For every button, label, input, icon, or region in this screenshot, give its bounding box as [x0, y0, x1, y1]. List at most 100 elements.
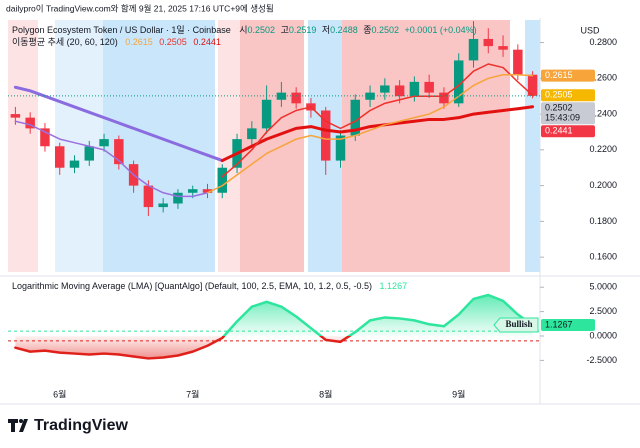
line	[14, 120, 209, 198]
candle-body	[187, 189, 198, 193]
ohlc-label: 종	[363, 25, 371, 35]
price-box-label: 0.2615	[545, 70, 573, 80]
price-legend: Polygon Ecosystem Token / US Dollar · 1일…	[12, 25, 477, 35]
candle-body	[143, 185, 154, 208]
candle-body	[453, 60, 464, 104]
candle-body	[468, 38, 479, 61]
price-box	[541, 125, 595, 138]
indicator-title: Logarithmic Moving Average (LMA) [QuantA…	[12, 281, 372, 291]
candle-body	[114, 139, 124, 165]
price-box-label: 0.2505	[545, 90, 573, 100]
y-tick-label: 0.0000	[589, 330, 617, 340]
band	[342, 20, 510, 272]
candle-body	[99, 139, 109, 147]
logo: TradingView	[8, 417, 129, 434]
area	[15, 295, 533, 359]
ohlc-label: 고	[281, 25, 289, 35]
x-tick-label: 9월	[452, 388, 465, 399]
y-tick-label: -2.5000	[586, 355, 617, 365]
candle-body	[350, 99, 361, 136]
ohlc-change: +0.0001 (+0.04%)	[405, 25, 477, 35]
last-value-box	[541, 319, 595, 332]
y-tick-label: 0.1600	[589, 252, 617, 262]
price-box	[541, 102, 595, 125]
logo-icon	[19, 419, 23, 423]
y-tick-label: 0.2800	[589, 37, 617, 47]
line	[13, 85, 224, 163]
candle-body	[261, 99, 272, 129]
candle-body	[217, 167, 228, 193]
symbol-title: Polygon Ecosystem Token / US Dollar · 1일…	[12, 25, 231, 35]
candle-body	[527, 74, 538, 96]
band	[218, 20, 240, 272]
countdown: 15:43:09	[545, 113, 580, 123]
x-tick-label: 6월	[53, 388, 66, 399]
candle-body	[498, 46, 508, 50]
ma-legend-value: 0.2441	[193, 37, 221, 47]
line	[221, 63, 534, 178]
candle-body	[513, 49, 523, 75]
last-value-label: 1.1267	[545, 319, 573, 329]
candle-body	[291, 92, 301, 104]
candle-body	[424, 81, 434, 93]
line	[14, 293, 534, 360]
candle-body	[10, 114, 21, 118]
candle-body	[84, 146, 95, 161]
candle-body	[483, 38, 494, 47]
y-tick-label: 0.2000	[589, 180, 617, 190]
indicator-value: 1.1267	[380, 281, 408, 291]
x-tick-label: 7월	[186, 388, 199, 399]
band	[525, 20, 540, 272]
y-tick-label: 2.5000	[589, 306, 617, 316]
price-box	[541, 89, 595, 102]
candle-body	[69, 160, 80, 168]
ohlc-value: 0.2519	[289, 25, 317, 35]
candle-body	[409, 81, 420, 97]
signal-label: Bullish	[505, 319, 532, 329]
band	[55, 20, 103, 272]
ma-legend-value: 0.2615	[125, 37, 153, 47]
ohlc-value: 0.2502	[372, 25, 400, 35]
candle-body	[439, 92, 449, 104]
ohlc-value: 0.2488	[330, 25, 358, 35]
line	[206, 73, 534, 194]
ma-legend: 이동평균 추세 (20, 60, 120) 0.2615 0.2505 0.24…	[12, 37, 221, 47]
price-box-label: 0.2502	[545, 103, 573, 113]
candle-body	[380, 85, 390, 93]
candle-body	[394, 85, 405, 97]
candle-body	[365, 92, 375, 100]
ma-legend-value: 0.2505	[159, 37, 187, 47]
y-tick-label: 5.0000	[589, 282, 617, 292]
candle-body	[320, 110, 331, 161]
price-box	[541, 69, 595, 82]
candle-body	[247, 128, 257, 140]
y-tick-label: 0.2400	[589, 108, 617, 118]
indicator-legend: Logarithmic Moving Average (LMA) [QuantA…	[12, 281, 407, 291]
ma-legend-title: 이동평균 추세 (20, 60, 120)	[12, 37, 118, 47]
candle-body	[25, 117, 35, 129]
credit: dailypro이 TradingView.com와 함께 9월 21, 202…	[6, 3, 274, 13]
candle-body	[40, 128, 50, 147]
y-tick-label: 0.1800	[589, 216, 617, 226]
candle-body	[202, 189, 213, 193]
y-tick-label: 0.2600	[589, 73, 617, 83]
price-box-label: 0.2441	[545, 126, 573, 136]
logo-text: TradingView	[34, 417, 129, 434]
ohlc-label: 저	[322, 25, 330, 35]
candle-body	[173, 192, 183, 204]
candle-body	[54, 146, 65, 168]
line	[220, 105, 535, 163]
y-tick-label: 0.2200	[589, 144, 617, 154]
trend-bands	[8, 20, 540, 272]
candle-body	[335, 135, 346, 161]
candle-body	[158, 203, 168, 208]
logo-icon	[8, 419, 28, 432]
x-tick-label: 8월	[319, 388, 332, 399]
currency: USD	[580, 25, 600, 35]
signal-tag	[493, 317, 539, 333]
band	[8, 20, 38, 272]
ohlc-label: 시	[239, 25, 247, 35]
ohlc-value: 0.2502	[248, 25, 276, 35]
